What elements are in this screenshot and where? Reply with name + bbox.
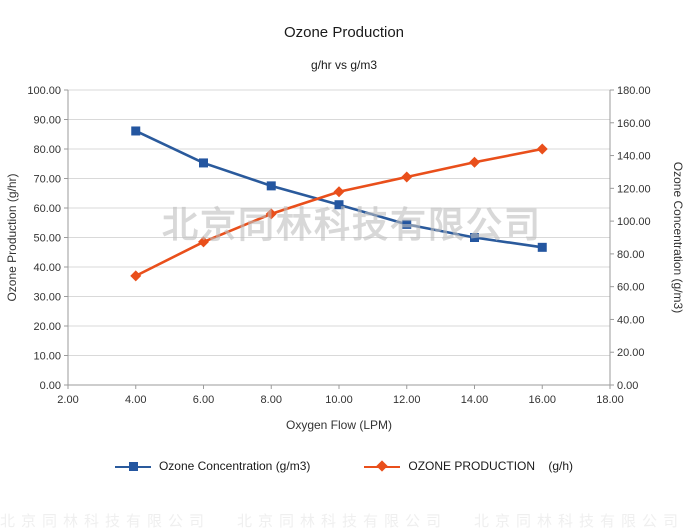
svg-text:10.00: 10.00 — [33, 351, 61, 363]
chart-subtitle: g/hr vs g/m3 — [310, 58, 378, 72]
svg-text:Oxygen Flow (LPM): Oxygen Flow (LPM) — [286, 418, 392, 432]
svg-text:北京同林科技有限公司: 北京同林科技有限公司 — [162, 204, 542, 245]
svg-text:60.00: 60.00 — [33, 203, 61, 215]
legend-label-ozone-production: OZONE PRODUCTION (g/h) — [408, 459, 574, 473]
line-diamond-marker-icon — [364, 460, 401, 472]
svg-text:30.00: 30.00 — [33, 292, 61, 304]
svg-text:0.00: 0.00 — [40, 380, 61, 392]
svg-text:160.00: 160.00 — [617, 118, 651, 130]
svg-text:20.00: 20.00 — [33, 321, 61, 333]
legend-item-ozone-concentration[interactable]: Ozone Concentration (g/m3) — [114, 459, 311, 473]
bottom-watermark: 北京同林科技有限公司 北京同林科技有限公司 北京同林科技有限公司 — [0, 513, 688, 530]
svg-text:6.00: 6.00 — [193, 394, 214, 406]
svg-text:8.00: 8.00 — [261, 394, 282, 406]
svg-text:60.00: 60.00 — [617, 282, 645, 294]
svg-text:100.00: 100.00 — [27, 85, 61, 97]
svg-text:16.00: 16.00 — [528, 394, 556, 406]
svg-text:100.00: 100.00 — [617, 216, 651, 228]
chart-title: Ozone Production — [283, 24, 405, 41]
svg-text:20.00: 20.00 — [617, 347, 645, 359]
svg-text:Ozone Production (g/hr): Ozone Production (g/hr) — [5, 173, 19, 301]
svg-text:80.00: 80.00 — [33, 144, 61, 156]
svg-text:4.00: 4.00 — [125, 394, 146, 406]
line-square-marker-icon — [114, 461, 151, 472]
svg-text:40.00: 40.00 — [33, 262, 61, 274]
svg-text:50.00: 50.00 — [33, 233, 61, 245]
svg-text:12.00: 12.00 — [393, 394, 421, 406]
chart-legend: Ozone Concentration (g/m3) OZONE PRODUCT… — [0, 459, 688, 473]
legend-item-ozone-production[interactable]: OZONE PRODUCTION (g/h) — [364, 459, 573, 473]
svg-text:18.00: 18.00 — [596, 394, 624, 406]
svg-text:10.00: 10.00 — [325, 394, 353, 406]
svg-text:2.00: 2.00 — [57, 394, 78, 406]
svg-text:14.00: 14.00 — [461, 394, 489, 406]
svg-text:180.00: 180.00 — [617, 85, 651, 97]
svg-text:140.00: 140.00 — [617, 151, 651, 163]
svg-text:120.00: 120.00 — [617, 183, 651, 195]
svg-text:0.00: 0.00 — [617, 380, 638, 392]
svg-text:80.00: 80.00 — [617, 249, 645, 261]
svg-text:70.00: 70.00 — [33, 174, 61, 186]
svg-text:90.00: 90.00 — [33, 115, 61, 127]
svg-text:Ozone Concentration (g/m3): Ozone Concentration (g/m3) — [671, 162, 685, 313]
legend-label-ozone-concentration: Ozone Concentration (g/m3) — [158, 459, 311, 473]
svg-text:40.00: 40.00 — [617, 314, 645, 326]
